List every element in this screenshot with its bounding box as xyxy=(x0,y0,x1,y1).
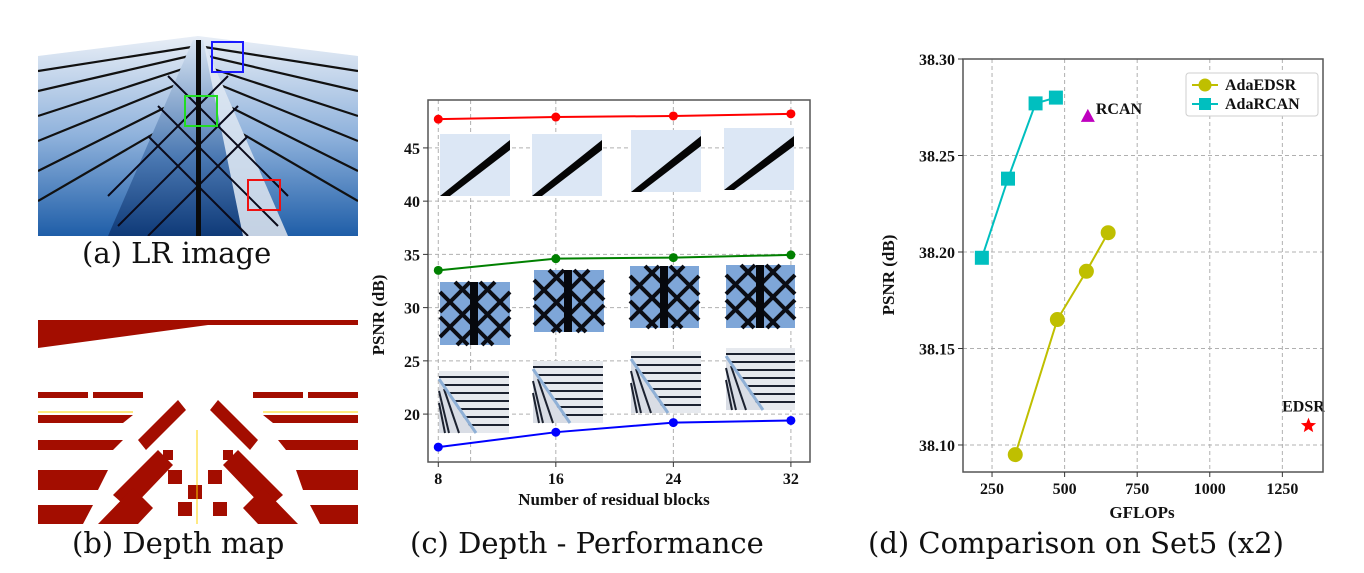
caption-c: (c) Depth - Performance xyxy=(410,526,764,560)
c-ytick-label: 35 xyxy=(404,247,420,264)
c-ytick-label: 40 xyxy=(404,194,420,211)
blue-box xyxy=(211,41,244,73)
edsr-point xyxy=(1300,417,1317,433)
d-ylabel: PSNR (dB) xyxy=(879,235,898,316)
legend-label-adaedsr: AdaEDSR xyxy=(1225,77,1297,94)
red-patch-point xyxy=(668,111,678,121)
legend-square-icon xyxy=(1199,98,1211,110)
d-xtick-label: 250 xyxy=(980,481,1004,498)
c-plot-frame xyxy=(427,99,811,463)
c-xtick-label: 16 xyxy=(548,471,564,488)
red-patch-thumbnails xyxy=(440,128,794,196)
red-patch-point xyxy=(551,112,561,122)
red-box xyxy=(247,179,281,211)
d-xtick-label: 500 xyxy=(1053,481,1077,498)
blue-patch-thumbnails xyxy=(437,348,795,434)
adaedsr-point xyxy=(1007,447,1023,463)
green-patch-point xyxy=(433,265,443,275)
depth-performance-chart: 8 16 24 32 20 25 30 35 40 45 Number of residual b… xyxy=(360,90,830,520)
green-patch-thumbnails xyxy=(438,263,797,347)
d-xlabel: GFLOPs xyxy=(1109,503,1175,522)
green-patch-point xyxy=(668,253,678,263)
rcan-point xyxy=(1080,108,1095,122)
green-patch-line xyxy=(438,253,791,272)
legend-label-adarcan: AdaRCAN xyxy=(1225,96,1300,113)
patch-thumbnail xyxy=(532,134,602,196)
edsr-label: EDSR xyxy=(1282,399,1325,416)
d-ytick-label: 38.30 xyxy=(919,52,955,69)
adaedsr-point xyxy=(1100,225,1116,241)
patch-thumbnail xyxy=(437,371,509,434)
lr-image-panel xyxy=(37,36,359,237)
green-patch-point xyxy=(551,254,561,264)
red-patch-point xyxy=(433,114,443,124)
caption-d: (d) Comparison on Set5 (x2) xyxy=(868,526,1284,560)
adarcan-point xyxy=(1001,171,1015,186)
patch-thumbnail xyxy=(724,128,794,190)
adaedsr-point xyxy=(1078,263,1094,279)
c-xtick-label: 32 xyxy=(783,471,799,488)
adaedsr-point xyxy=(1049,312,1065,328)
comparison-chart: RCAN EDSR 250 500 750 1000 1250 38.10 38.15 38.2… xyxy=(870,30,1340,525)
d-xtick-label: 1250 xyxy=(1266,481,1298,498)
c-ytick-label: 25 xyxy=(404,354,420,371)
green-patch-point xyxy=(786,250,796,260)
c-ytick-label: 20 xyxy=(404,407,420,424)
adarcan-point xyxy=(974,250,989,265)
patch-thumbnail xyxy=(532,268,606,334)
depth-map-image xyxy=(38,320,358,524)
c-xtick-label: 8 xyxy=(434,471,442,488)
c-xtick-label: 24 xyxy=(665,471,681,488)
blue-patch-point xyxy=(433,442,443,452)
patch-thumbnail xyxy=(438,280,512,347)
red-patch-line xyxy=(438,112,791,121)
c-ylabel: PSNR (dB) xyxy=(369,275,388,356)
blue-patch-point xyxy=(551,427,561,437)
legend: AdaEDSR AdaRCAN xyxy=(1185,72,1319,117)
c-ytick-label: 30 xyxy=(404,301,420,318)
legend-circle-icon xyxy=(1198,78,1212,92)
patch-thumbnail xyxy=(628,264,701,330)
adarcan-line xyxy=(980,96,1057,259)
patch-thumbnail xyxy=(724,348,795,411)
d-xtick-label: 750 xyxy=(1125,481,1149,498)
rcan-label: RCAN xyxy=(1096,101,1143,118)
caption-a: (a) LR image xyxy=(82,236,272,270)
d-ytick-label: 38.15 xyxy=(919,341,955,358)
d-ytick-label: 38.20 xyxy=(919,245,955,262)
patch-thumbnail xyxy=(631,130,701,192)
adarcan-point xyxy=(1048,90,1063,105)
c-ytick-label: 45 xyxy=(404,141,420,158)
d-plot-frame xyxy=(962,58,1324,473)
d-ytick-label: 38.10 xyxy=(919,438,955,455)
d-ytick-label: 38.25 xyxy=(919,148,955,165)
green-box xyxy=(184,95,218,127)
lr-image xyxy=(37,36,359,237)
depth-map-panel xyxy=(38,320,358,524)
caption-b: (b) Depth map xyxy=(72,526,285,560)
red-patch-point xyxy=(786,109,796,119)
patch-thumbnail xyxy=(440,134,510,196)
adaedsr-line xyxy=(1014,232,1110,455)
adarcan-point xyxy=(1028,96,1043,111)
c-xlabel: Number of residual blocks xyxy=(518,490,710,509)
blue-patch-point xyxy=(786,415,796,425)
d-xtick-label: 1000 xyxy=(1194,481,1226,498)
patch-thumbnail xyxy=(724,263,797,330)
patch-thumbnail xyxy=(629,351,701,414)
blue-patch-line xyxy=(438,419,791,449)
blue-patch-point xyxy=(668,418,678,428)
patch-thumbnail xyxy=(531,361,603,424)
